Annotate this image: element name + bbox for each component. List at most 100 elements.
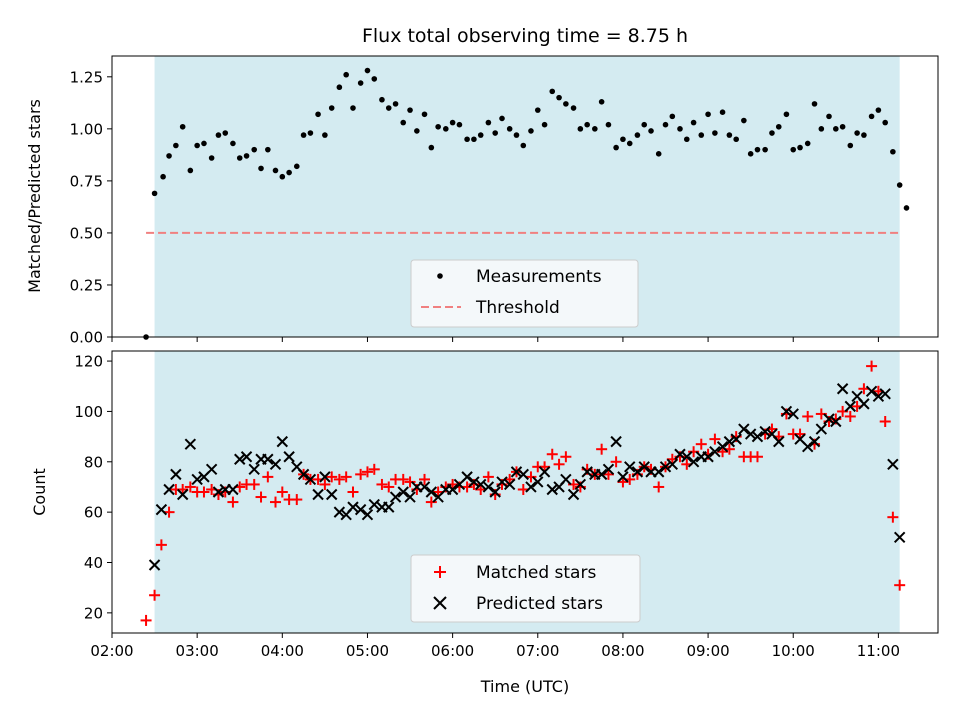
measurement-point: [280, 174, 286, 180]
bottom-panel-y-ticks: 20 40 60 80 100 120: [74, 353, 112, 623]
measurement-point: [173, 143, 179, 149]
measurement-point: [308, 130, 314, 136]
measurement-point: [712, 130, 718, 136]
measurement-point: [528, 128, 534, 134]
measurement-point: [301, 132, 307, 138]
measurement-point: [457, 122, 463, 128]
measurement-point: [890, 149, 896, 155]
measurement-point: [748, 151, 754, 157]
measurement-point: [812, 101, 818, 107]
measurement-point: [599, 99, 605, 105]
top-panel-y-ticks: 0.000.250.500.751.001.25: [70, 68, 112, 346]
measurement-point: [407, 107, 413, 113]
measurement-point: [365, 68, 371, 74]
measurement-point: [819, 126, 825, 132]
legend-threshold-label: Threshold: [475, 298, 560, 318]
measurement-point: [464, 136, 470, 142]
measurement-point: [805, 141, 811, 147]
measurement-point: [400, 120, 406, 126]
measurement-point: [322, 132, 328, 138]
bottom-panel: 20406080100120 02:00 03:00 04:00 05:00 06:00…: [30, 351, 938, 696]
measurement-point: [762, 147, 768, 153]
y-tick-label: 40: [84, 554, 103, 572]
measurement-point: [769, 130, 775, 136]
measurement-point: [315, 111, 321, 117]
measurement-point: [499, 116, 505, 122]
legend-measurements-label: Measurements: [476, 267, 602, 287]
top-panel-x-ticks: [112, 337, 878, 342]
x-tick-label: 07:00: [516, 642, 559, 660]
x-axis-label: Time (UTC): [480, 677, 569, 696]
measurement-point: [556, 95, 562, 101]
measurement-point: [720, 109, 726, 115]
measurement-point: [435, 124, 441, 130]
measurement-point: [790, 147, 796, 153]
measurement-point: [670, 114, 676, 120]
measurement-point: [854, 130, 860, 136]
measurement-point: [160, 174, 166, 180]
measurement-point: [897, 182, 903, 188]
x-tick-label: 02:00: [90, 642, 133, 660]
bottom-y-axis-label: Count: [30, 468, 49, 516]
measurement-point: [755, 147, 761, 153]
measurement-point: [386, 105, 392, 111]
measurement-point: [251, 147, 257, 153]
measurement-point: [784, 111, 790, 117]
measurement-point: [876, 107, 882, 113]
measurement-point: [727, 132, 733, 138]
measurement-point: [358, 80, 364, 86]
measurement-point: [635, 132, 641, 138]
measurement-point: [180, 124, 186, 130]
top-y-axis-label: Matched/Predicted stars: [25, 99, 44, 293]
measurement-point: [847, 143, 853, 149]
measurement-point: [542, 122, 548, 128]
measurement-point: [776, 124, 782, 130]
measurement-point: [222, 130, 228, 136]
measurement-point: [606, 122, 612, 128]
legend-predicted-label: Predicted stars: [476, 594, 603, 614]
top-panel: 0.00 0.25 0.50 0.75 1.00 1.25 Flux total obse…: [25, 25, 938, 347]
measurement-point: [188, 168, 194, 174]
measurement-point: [584, 122, 590, 128]
x-tick-label: 10:00: [772, 642, 815, 660]
x-tick-label: 11:00: [857, 642, 900, 660]
measurement-point: [563, 101, 569, 107]
measurement-point: [797, 145, 803, 151]
measurement-point: [492, 130, 498, 136]
measurement-point: [350, 105, 356, 111]
y-tick-label: 80: [84, 453, 103, 471]
measurement-point: [230, 141, 236, 147]
legend-matched-label: Matched stars: [476, 563, 596, 583]
measurement-point: [620, 136, 626, 142]
measurement-point: [152, 191, 158, 197]
measurement-point: [450, 120, 456, 126]
measurement-point: [286, 170, 292, 176]
measurement-point: [294, 164, 300, 170]
measurement-point: [882, 120, 888, 126]
measurement-point: [592, 126, 598, 132]
measurement-point: [677, 126, 683, 132]
measurement-point: [414, 128, 420, 134]
y-tick-label: 100: [74, 403, 103, 421]
measurement-point: [535, 107, 541, 113]
y-tick-label: 0.25: [70, 276, 103, 294]
measurement-point: [329, 105, 335, 111]
measurement-point: [343, 72, 349, 78]
measurement-point: [705, 111, 711, 117]
x-tick-label: 09:00: [686, 642, 729, 660]
measurement-point: [733, 136, 739, 142]
measurement-point: [393, 101, 399, 107]
measurement-point: [371, 76, 377, 82]
measurement-point: [741, 118, 747, 124]
top-legend: Measurements Threshold: [411, 260, 638, 327]
measurement-point: [507, 126, 513, 132]
legend-measurements-marker: [437, 273, 443, 279]
measurement-point: [209, 155, 215, 161]
measurement-point: [443, 126, 449, 132]
x-tick-label: 08:00: [601, 642, 644, 660]
x-tick-label: 05:00: [346, 642, 389, 660]
measurement-point: [840, 124, 846, 130]
bottom-panel-x-ticks: 02:00 03:00 04:00 05:00 06:00 07:00 08:00 09:00…: [90, 633, 900, 660]
measurement-point: [627, 141, 633, 147]
